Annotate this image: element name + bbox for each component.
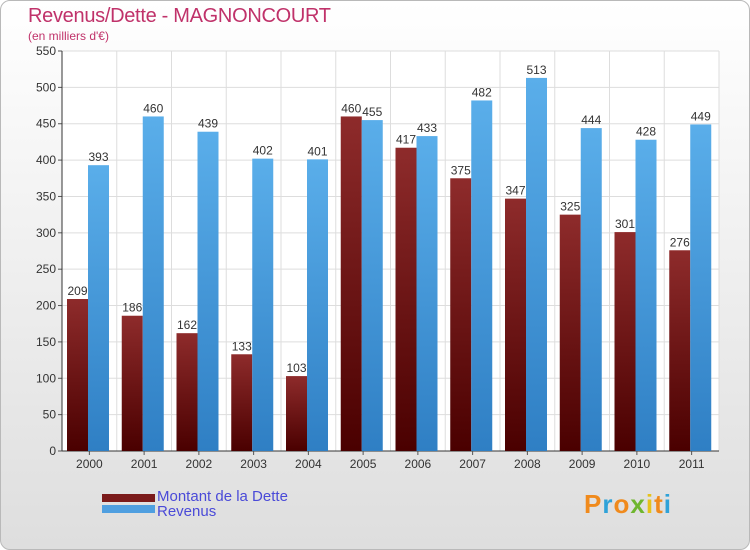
x-tick-label: 2009	[569, 457, 596, 471]
bar-revenus	[635, 139, 657, 451]
data-label-dette: 276	[670, 235, 690, 249]
bar-dette	[614, 232, 636, 451]
data-label-dette: 417	[396, 133, 416, 147]
data-label-dette: 209	[67, 284, 87, 298]
data-label-dette: 375	[451, 163, 471, 177]
bar-dette	[340, 116, 362, 452]
bar-dette	[121, 315, 143, 451]
data-label-dette: 186	[122, 301, 142, 315]
bar-revenus	[471, 100, 493, 452]
bar-revenus	[526, 77, 547, 451]
logo-letter: t	[654, 489, 664, 519]
y-tick-label: 0	[49, 444, 56, 458]
bar-revenus	[142, 116, 164, 452]
logo-letter: o	[613, 489, 631, 519]
legend-swatch-revenus	[102, 505, 155, 513]
x-tick-label: 2007	[459, 457, 486, 471]
logo-letter: i	[645, 489, 655, 519]
data-label-revenus: 482	[472, 85, 492, 99]
data-label-dette: 301	[615, 217, 635, 231]
x-tick-label: 2002	[186, 457, 213, 471]
y-tick-label: 300	[36, 226, 56, 240]
bar-revenus	[690, 124, 712, 452]
x-tick-label: 2003	[240, 457, 267, 471]
logo-letter: r	[602, 489, 614, 519]
data-label-dette: 133	[232, 339, 252, 353]
bar-dette	[505, 198, 526, 451]
legend-label-dette: Montant de la Dette	[157, 488, 288, 505]
bar-dette	[67, 299, 88, 451]
bar-dette	[395, 147, 417, 451]
data-label-dette: 103	[286, 361, 306, 375]
y-tick-label: 50	[43, 408, 57, 422]
x-tick-label: 2001	[131, 457, 158, 471]
logo-letter: P	[584, 489, 603, 519]
bar-revenus	[416, 136, 438, 451]
y-tick-label: 450	[36, 117, 56, 131]
y-tick-label: 200	[36, 299, 56, 313]
bar-revenus	[197, 131, 219, 451]
bar-dette	[176, 333, 198, 451]
legend-label-revenus: Revenus	[157, 503, 217, 520]
data-label-revenus: 513	[526, 63, 546, 77]
data-label-revenus: 449	[691, 109, 711, 123]
data-label-dette: 347	[505, 184, 525, 198]
data-label-dette: 162	[177, 318, 197, 332]
x-tick-label: 2006	[405, 457, 432, 471]
y-tick-label: 100	[36, 371, 56, 385]
proxiti-logo: Proxiti	[584, 489, 672, 520]
bar-revenus	[307, 159, 328, 451]
data-label-revenus: 444	[581, 113, 601, 127]
bar-dette	[450, 178, 472, 452]
data-label-revenus: 433	[417, 121, 437, 135]
y-tick-label: 500	[36, 80, 56, 94]
y-tick-label: 400	[36, 153, 56, 167]
chart-subtitle: (en milliers d'€)	[28, 29, 109, 43]
data-label-revenus: 460	[143, 101, 163, 115]
data-label-revenus: 455	[362, 105, 382, 119]
x-tick-label: 2011	[679, 457, 705, 471]
data-label-revenus: 393	[88, 150, 108, 164]
y-tick-label: 350	[36, 189, 56, 203]
data-label-dette: 325	[560, 200, 580, 214]
bar-dette	[559, 214, 581, 451]
x-tick-label: 2000	[76, 457, 103, 471]
x-tick-label: 2010	[624, 457, 651, 471]
data-label-revenus: 439	[198, 117, 218, 131]
data-label-revenus: 428	[636, 125, 656, 139]
data-label-revenus: 401	[307, 144, 327, 158]
logo-letter: i	[663, 489, 672, 519]
x-tick-label: 2005	[350, 457, 377, 471]
y-tick-label: 150	[36, 335, 56, 349]
x-tick-label: 2004	[295, 457, 322, 471]
y-tick-label: 250	[36, 262, 56, 276]
y-tick-label: 550	[36, 44, 56, 58]
bar-revenus	[361, 120, 383, 451]
bar-revenus	[88, 165, 109, 451]
logo-letter: x	[630, 489, 646, 519]
data-label-dette: 460	[341, 101, 361, 115]
bar-revenus	[252, 158, 274, 452]
bar-revenus	[580, 128, 602, 451]
bar-dette	[669, 250, 691, 451]
chart-title: Revenus/Dette - MAGNONCOURT	[28, 5, 331, 27]
data-label-revenus: 402	[253, 144, 273, 158]
bar-dette	[231, 354, 253, 451]
bar-dette	[286, 376, 307, 451]
legend-swatch-dette	[102, 494, 155, 502]
x-tick-label: 2008	[514, 457, 541, 471]
